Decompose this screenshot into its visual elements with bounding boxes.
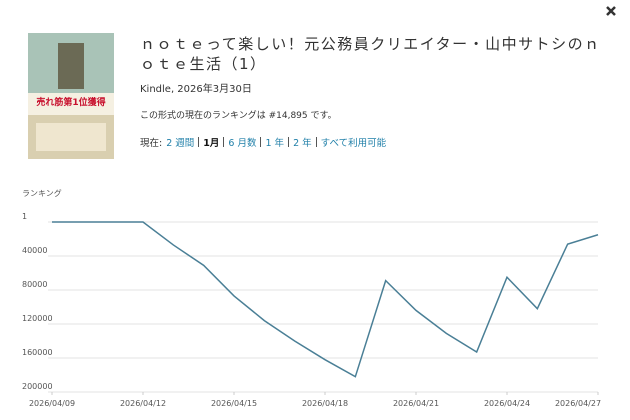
separator (223, 137, 225, 147)
x-tick-label: 2026/04/21 (393, 399, 439, 408)
x-tick-label: 2026/04/12 (120, 399, 166, 408)
y-tick-label: 200000 (22, 382, 53, 391)
range-selector: 現在: 2 週間 1月 6 月数 1 年 2 年すべて利用可能 (140, 135, 386, 149)
y-tick-label: 80000 (22, 280, 47, 289)
close-button[interactable] (604, 4, 618, 18)
x-tick-label: 2026/04/09 (29, 399, 75, 408)
y-tick-label: 160000 (22, 348, 53, 357)
x-tick-label: 2026/04/18 (302, 399, 348, 408)
separator (260, 137, 262, 147)
separator (288, 137, 290, 147)
range-selected: 1月 (203, 138, 220, 149)
book-title: ｎｏｔｅって楽しい！元公務員クリエイター・山中サトシのｎｏｔｅ生活（1） (140, 35, 601, 73)
x-tick-label: 2026/04/24 (484, 399, 530, 408)
y-tick-label: 1 (22, 212, 27, 221)
range-link[interactable]: 1 年 (265, 138, 285, 149)
cover-headline: 売れ筋第1位獲得 (36, 96, 105, 108)
range-link[interactable]: 2 週間 (166, 138, 195, 149)
y-tick-label: 40000 (22, 246, 47, 255)
separator (198, 137, 200, 147)
format-date: Kindle, 2026年3月30日 (140, 84, 252, 95)
separator (315, 137, 317, 147)
y-axis-label: ランキング (22, 188, 62, 198)
ranking-line (52, 221, 599, 378)
x-tick-label: 2026/04/15 (211, 399, 257, 408)
rank-text: この形式の現在のランキングは #14,895 です。 (140, 111, 337, 121)
y-tick-label: 120000 (22, 314, 53, 323)
book-cover: 売れ筋第1位獲得 (28, 33, 114, 159)
range-link[interactable]: 6 月数 (228, 138, 257, 149)
range-link[interactable]: すべて利用可能 (320, 138, 387, 149)
x-tick-label: 2026/04/27 (555, 399, 601, 408)
range-label: 現在: (140, 138, 163, 149)
range-link[interactable]: 2 年 (293, 138, 312, 149)
